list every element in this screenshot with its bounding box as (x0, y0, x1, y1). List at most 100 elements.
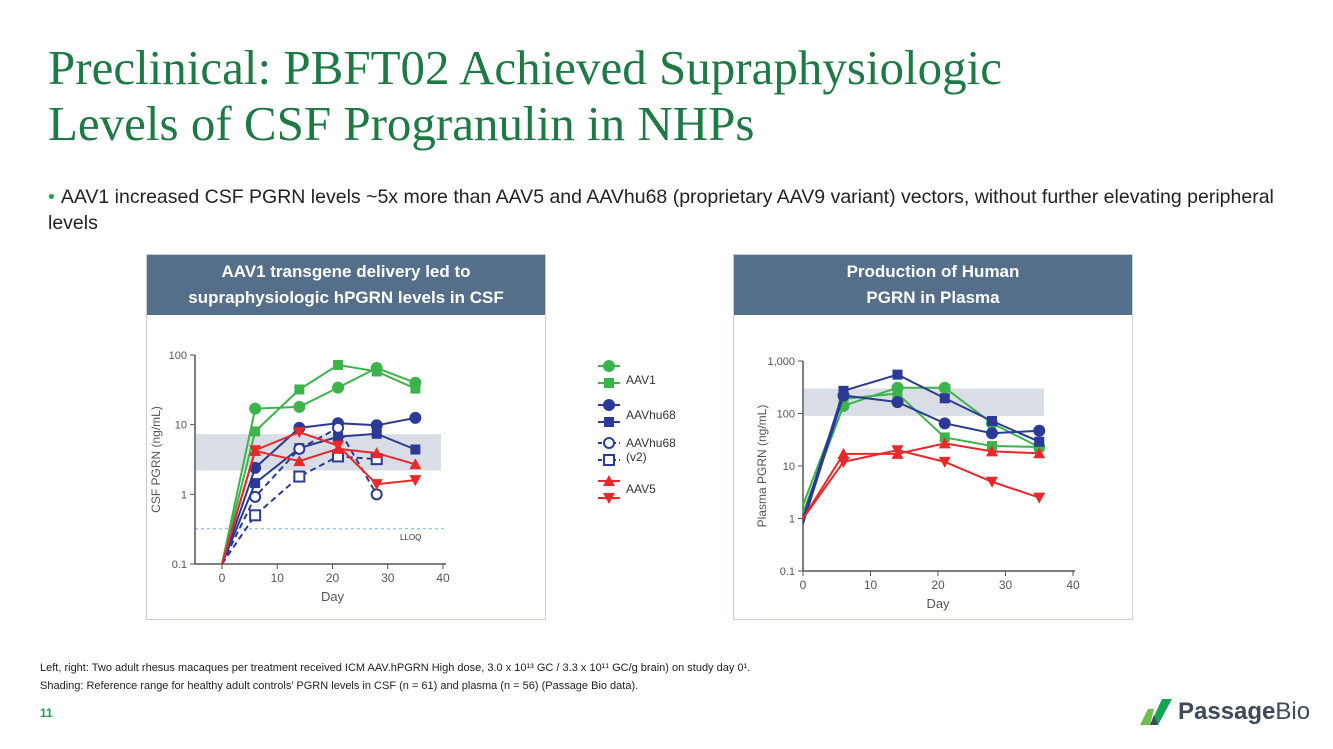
y-tick-label: 0.1 (780, 566, 795, 578)
data-point (332, 421, 345, 434)
data-point (892, 369, 903, 380)
header-line: PGRN in Plasma (866, 288, 1000, 307)
legend-aav1: AAV1 (626, 373, 656, 387)
legend-aavhu68: AAVhu68 (626, 408, 676, 422)
x-tick-label: 0 (219, 571, 226, 585)
reference-range-shading (196, 434, 441, 471)
y-tick-label: 1 (789, 514, 795, 526)
data-point (986, 445, 998, 457)
y-axis-title: Plasma PGRN (ng/mL) (755, 405, 769, 528)
header-line: supraphysiologic hPGRN levels in CSF (188, 288, 504, 307)
logo-name-1: Passage (1178, 698, 1276, 725)
data-point (837, 456, 850, 468)
legend-aavhu68-v2: AAVhu68 (626, 436, 676, 450)
data-point (249, 402, 262, 415)
series-line-aav5 (802, 449, 1040, 520)
y-tick-label: 100 (169, 350, 187, 362)
footnote-line-2: Shading: Reference range for healthy adu… (40, 680, 639, 692)
title-line-1: Preclinical: PBFT02 Achieved Supraphysio… (48, 40, 1003, 95)
data-point (891, 396, 904, 409)
data-point (370, 488, 383, 501)
bullet-icon: • (48, 186, 55, 208)
data-point (371, 428, 382, 439)
x-tick-label: 10 (864, 578, 878, 592)
data-point (249, 509, 262, 522)
data-point (293, 400, 306, 413)
legend-marker-icon (603, 360, 615, 372)
y-tick-label: 10 (783, 461, 795, 473)
data-point (837, 447, 850, 459)
footnote-line-1: Left, right: Two adult rhesus macaques p… (40, 662, 751, 674)
x-axis-title: Day (926, 596, 950, 611)
logo-name-2: Bio (1275, 698, 1311, 725)
data-point (293, 470, 306, 483)
data-point (293, 442, 306, 455)
x-tick-label: 40 (1066, 578, 1080, 592)
plasma-panel-header: Production of Human PGRN in Plasma (734, 255, 1132, 315)
legend-marker-icon (603, 437, 615, 449)
data-point (939, 393, 950, 404)
header-line: AAV1 transgene delivery led to (221, 262, 471, 281)
lloq-label: LLOQ (400, 533, 421, 542)
series-line-aavhu68 (802, 394, 1040, 524)
data-point (249, 490, 262, 503)
passage-bio-logo: PassageBio (1140, 698, 1310, 726)
data-point (1034, 436, 1045, 447)
legend-marker-icon (604, 417, 614, 427)
csf-panel: AAV1 transgene delivery led to supraphysi… (146, 254, 546, 620)
legend-marker-icon (603, 493, 615, 504)
x-tick-label: 30 (381, 571, 395, 585)
data-point (409, 475, 422, 487)
data-point (838, 385, 849, 396)
plasma-panel: Production of Human PGRN in Plasma (733, 254, 1133, 620)
data-point (293, 427, 306, 439)
series-line-aav1 (221, 363, 416, 565)
data-point (370, 447, 383, 459)
data-point (333, 359, 344, 370)
legend-marker-icon (603, 454, 615, 466)
y-tick-label: 1,000 (767, 356, 795, 368)
data-point (333, 431, 344, 442)
x-axis-title: Day (321, 589, 345, 604)
data-point (891, 445, 904, 457)
data-point (410, 383, 421, 394)
footnote: Left, right: Two adult rhesus macaques p… (40, 659, 750, 695)
data-point (1033, 447, 1046, 459)
series-line-aavhu68 (221, 416, 416, 565)
header-line: Production of Human (846, 262, 1020, 281)
y-tick-label: 10 (175, 420, 187, 432)
data-point (370, 479, 383, 491)
legend-marker-icon (603, 399, 615, 411)
x-tick-label: 0 (800, 578, 807, 592)
data-point (249, 445, 262, 457)
bullet-text: AAV1 increased CSF PGRN levels ~5x more … (48, 186, 1274, 234)
data-point (250, 478, 261, 489)
data-point (250, 426, 261, 437)
data-point (332, 381, 345, 394)
x-tick-label: 30 (999, 578, 1013, 592)
title-line-2: Levels of CSF Progranulin in NHPs (48, 96, 755, 151)
data-point (938, 456, 951, 468)
x-tick-label: 40 (436, 571, 450, 585)
logo-text: PassageBio (1178, 698, 1310, 726)
data-point (892, 388, 903, 399)
legend-marker-icon (604, 378, 614, 388)
page-number: 11 (40, 706, 53, 720)
series-line-aav1 (221, 366, 416, 565)
data-point (410, 444, 421, 455)
bullet-point: • AAV1 increased CSF PGRN levels ~5x more… (48, 184, 1298, 236)
data-point (332, 440, 345, 452)
legend-aavhu68-v2-suffix: (v2) (626, 450, 647, 464)
series-line-aavhu68 (802, 373, 1040, 519)
data-point (938, 417, 951, 430)
y-tick-label: 1 (181, 489, 187, 501)
series-line-aav1 (802, 386, 1040, 513)
data-point (294, 384, 305, 395)
legend-marker-icon (603, 475, 615, 486)
data-point (1034, 442, 1045, 453)
data-point (987, 415, 997, 426)
y-tick-label: 0.1 (172, 559, 187, 571)
y-axis-title: CSF PGRN (ng/mL) (149, 406, 163, 513)
data-point (986, 476, 998, 488)
csf-panel-header: AAV1 transgene delivery led to supraphysi… (147, 255, 545, 315)
